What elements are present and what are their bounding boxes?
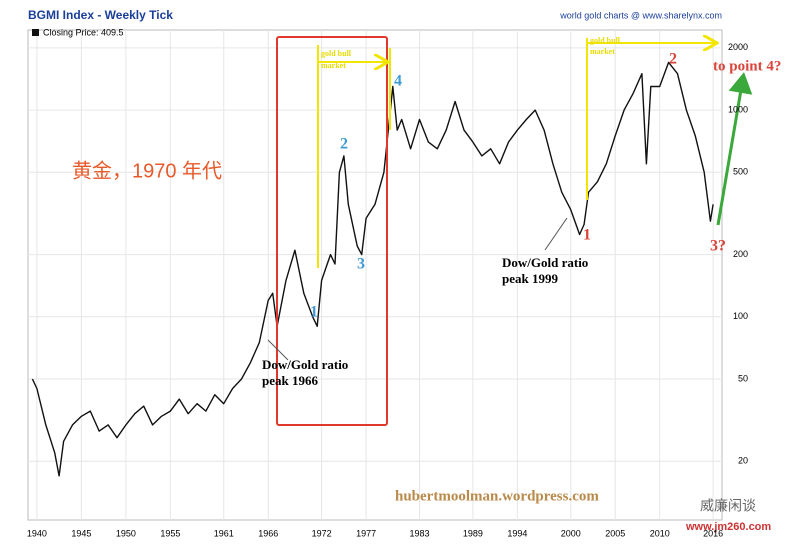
chart-title: BGMI Index - Weekly Tick: [28, 8, 173, 22]
x-tick-label: 2000: [561, 528, 581, 538]
plot-area: [27, 29, 723, 521]
x-tick-label: 1983: [409, 528, 429, 538]
annotation: gold bull: [590, 36, 621, 45]
wave-label: 2: [669, 51, 677, 68]
x-tick-label: 1945: [71, 528, 91, 538]
annotation: Dow/Gold ratio: [262, 357, 348, 372]
y-tick-label: 2000: [728, 42, 748, 52]
x-tick-label: 1961: [214, 528, 234, 538]
wave-label: 1: [583, 227, 591, 244]
x-tick-label: 2016: [703, 528, 723, 538]
x-tick-label: 1977: [356, 528, 376, 538]
annotation: Dow/Gold ratio: [502, 255, 588, 270]
watermark: 威廉闲谈: [700, 498, 756, 514]
subtitle: world gold charts @ www.sharelynx.com: [559, 10, 722, 20]
watermark: www.jm260.com: [685, 521, 771, 533]
pointer: [544, 217, 568, 251]
highlight-box: [276, 36, 388, 426]
x-tick-label: 1966: [258, 528, 278, 538]
y-tick-label: 20: [738, 456, 748, 466]
annotation: market: [321, 61, 346, 70]
wave-label: 2: [340, 136, 348, 153]
y-tick-label: 100: [733, 311, 748, 321]
annotation: market: [590, 47, 615, 56]
x-tick-label: 2005: [605, 528, 625, 538]
annotation: peak 1999: [502, 271, 558, 286]
legend-entry: Closing Price: 409.5: [43, 27, 124, 37]
x-tick-label: 1950: [116, 528, 136, 538]
y-tick-label: 500: [733, 167, 748, 177]
x-tick-label: 2010: [650, 528, 670, 538]
green-arrow: [716, 72, 753, 226]
annotation: to point 4?: [713, 58, 781, 74]
annotation: peak 1966: [262, 373, 318, 388]
y-tick-label: 200: [733, 249, 748, 259]
x-tick-label: 1940: [27, 528, 47, 538]
x-tick-label: 1955: [160, 528, 180, 538]
annotation: 黄金，1970 年代: [72, 159, 222, 182]
wave-label: 3?: [710, 238, 726, 255]
y-tick-label: 50: [738, 373, 748, 383]
price-line: [31, 61, 714, 477]
x-tick-label: 1989: [463, 528, 483, 538]
x-tick-label: 1994: [507, 528, 527, 538]
annotation: gold bull: [321, 49, 352, 58]
wave-label: 4: [394, 73, 402, 90]
pointer: [267, 339, 289, 361]
x-tick-label: 1972: [312, 528, 332, 538]
annotation: hubertmoolman.wordpress.com: [395, 488, 599, 504]
y-tick-label: 1000: [728, 104, 748, 114]
wave-label: 3: [357, 256, 365, 273]
wave-label: 1: [310, 304, 318, 321]
legend-swatch: [32, 29, 39, 36]
